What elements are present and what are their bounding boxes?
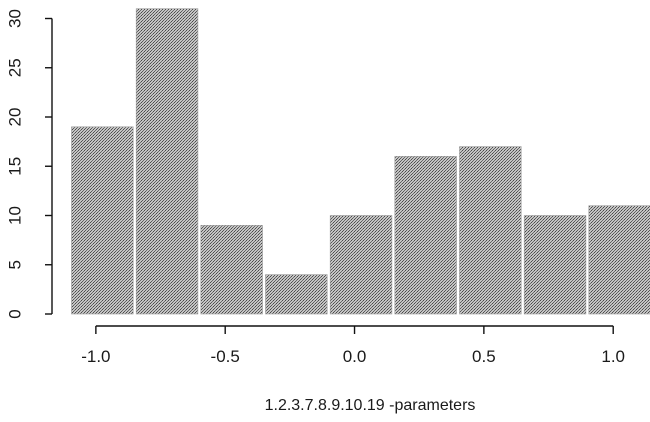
y-axis: 0 5 10 15 20 25 30 <box>5 9 53 319</box>
histogram-bar <box>200 225 263 315</box>
x-axis: -1.0 -0.5 0.0 0.5 1.0 <box>81 325 625 366</box>
x-tick-label: 0.0 <box>343 347 367 366</box>
histogram-bar <box>71 126 134 315</box>
x-tick-label: -0.5 <box>211 347 240 366</box>
histogram-bar <box>523 215 587 315</box>
histogram-bar <box>394 156 457 315</box>
y-tick-label: 30 <box>5 9 24 28</box>
y-tick-label: 15 <box>5 157 24 176</box>
y-tick-label: 20 <box>5 108 24 127</box>
histogram-bar <box>588 205 650 315</box>
x-tick-label: -1.0 <box>81 347 110 366</box>
x-tick-label: 0.5 <box>472 347 496 366</box>
histogram-bar <box>329 215 393 315</box>
bars-layer <box>71 8 650 315</box>
y-tick-label: 10 <box>5 206 24 225</box>
y-tick-label: 0 <box>5 309 24 318</box>
x-axis-title: 1.2.3.7.8.9.10.19 -parameters <box>265 397 476 414</box>
histogram-bar <box>135 8 199 315</box>
y-tick-label: 25 <box>5 58 24 77</box>
y-tick-label: 5 <box>5 260 24 269</box>
x-tick-label: 1.0 <box>601 347 625 366</box>
histogram-bar <box>265 274 328 315</box>
histogram-bar <box>459 146 522 315</box>
